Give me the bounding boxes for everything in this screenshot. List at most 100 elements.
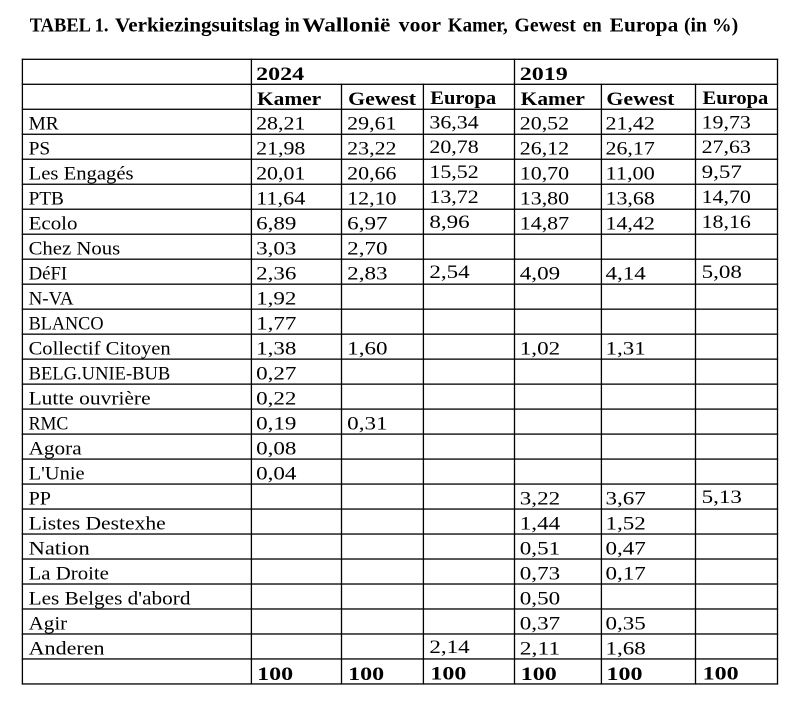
svg-text:Verkiezingsuitslag: Verkiezingsuitslag — [115, 16, 280, 37]
svg-text:18,16: 18,16 — [702, 212, 752, 233]
svg-text:2019: 2019 — [520, 64, 568, 85]
svg-text:100: 100 — [703, 663, 739, 684]
svg-text:6,97: 6,97 — [347, 214, 388, 235]
svg-text:BELG.UNIE-BUB: BELG.UNIE-BUB — [29, 364, 171, 385]
svg-text:1,38: 1,38 — [256, 339, 296, 360]
svg-text:0,35: 0,35 — [606, 613, 646, 634]
svg-text:Les Engagés: Les Engagés — [29, 164, 134, 185]
svg-text:9,57: 9,57 — [702, 162, 743, 183]
svg-text:Europa: Europa — [430, 88, 496, 109]
svg-text:Kamer: Kamer — [521, 89, 586, 110]
svg-text:20,78: 20,78 — [429, 137, 478, 158]
svg-text:1,52: 1,52 — [606, 513, 646, 534]
svg-text:0,31: 0,31 — [347, 413, 387, 434]
svg-text:PS: PS — [29, 139, 51, 160]
svg-text:0,17: 0,17 — [606, 563, 647, 584]
svg-text:13,72: 13,72 — [429, 187, 478, 208]
svg-text:29,61: 29,61 — [347, 114, 396, 135]
svg-text:Les Belges d'abord: Les Belges d'abord — [29, 588, 191, 609]
svg-text:Chez Nous: Chez Nous — [29, 239, 121, 260]
svg-text:8,96: 8,96 — [429, 212, 470, 233]
svg-text:0,22: 0,22 — [256, 389, 296, 410]
svg-text:0,73: 0,73 — [520, 563, 560, 584]
svg-text:2,70: 2,70 — [347, 239, 387, 260]
svg-text:Europa: Europa — [703, 88, 769, 109]
svg-text:0,04: 0,04 — [256, 463, 297, 484]
svg-text:1,60: 1,60 — [347, 339, 387, 360]
svg-text:2,83: 2,83 — [347, 264, 387, 285]
svg-text:2,54: 2,54 — [429, 262, 470, 283]
svg-text:13,68: 13,68 — [606, 189, 655, 210]
svg-text:voor: voor — [399, 16, 442, 37]
svg-text:3,67: 3,67 — [606, 488, 647, 509]
svg-text:0,37: 0,37 — [520, 613, 561, 634]
svg-text:Wallonië: Wallonië — [302, 16, 391, 37]
svg-text:10,70: 10,70 — [520, 164, 569, 185]
svg-text:DéFI: DéFI — [29, 264, 68, 285]
svg-text:4,09: 4,09 — [520, 264, 560, 285]
svg-text:0,47: 0,47 — [606, 538, 647, 559]
svg-text:21,42: 21,42 — [606, 114, 655, 135]
svg-text:1,02: 1,02 — [520, 339, 560, 360]
svg-text:Collectif Citoyen: Collectif Citoyen — [29, 339, 171, 360]
svg-text:100: 100 — [257, 664, 293, 685]
svg-text:Kamer,: Kamer, — [448, 16, 508, 37]
svg-text:BLANCO: BLANCO — [29, 314, 104, 335]
svg-text:Kamer: Kamer — [257, 89, 322, 110]
svg-text:23,22: 23,22 — [347, 139, 396, 160]
svg-text:0,27: 0,27 — [256, 364, 297, 385]
svg-text:(in %): (in %) — [684, 16, 738, 37]
svg-text:100: 100 — [607, 664, 643, 685]
svg-text:Europa: Europa — [610, 16, 679, 37]
svg-text:Listes Destexhe: Listes Destexhe — [29, 513, 166, 534]
svg-text:20,66: 20,66 — [347, 164, 397, 185]
svg-text:100: 100 — [348, 664, 384, 685]
svg-text:5,13: 5,13 — [702, 487, 742, 508]
svg-text:0,08: 0,08 — [256, 438, 296, 459]
svg-text:2,36: 2,36 — [256, 264, 297, 285]
svg-text:1,31: 1,31 — [606, 339, 646, 360]
svg-text:Gewest: Gewest — [348, 89, 417, 110]
svg-text:La Droite: La Droite — [29, 563, 109, 584]
svg-text:12,10: 12,10 — [347, 189, 396, 210]
svg-text:11,64: 11,64 — [256, 189, 306, 210]
svg-text:6,89: 6,89 — [256, 214, 296, 235]
svg-text:36,34: 36,34 — [429, 112, 479, 133]
svg-text:TABEL 1.: TABEL 1. — [30, 16, 109, 37]
svg-text:RMC: RMC — [29, 413, 69, 434]
svg-text:26,17: 26,17 — [606, 139, 656, 160]
svg-text:4,14: 4,14 — [606, 264, 647, 285]
svg-text:21,98: 21,98 — [256, 139, 305, 160]
svg-text:MR: MR — [29, 114, 59, 135]
svg-text:1,44: 1,44 — [520, 513, 561, 534]
svg-text:Anderen: Anderen — [29, 638, 105, 659]
svg-text:L'Unie: L'Unie — [29, 463, 85, 484]
svg-text:Ecolo: Ecolo — [29, 214, 78, 235]
svg-text:0,51: 0,51 — [520, 538, 560, 559]
svg-text:0,50: 0,50 — [520, 588, 560, 609]
svg-text:20,52: 20,52 — [520, 114, 569, 135]
svg-text:2024: 2024 — [256, 64, 304, 85]
svg-text:13,80: 13,80 — [520, 189, 569, 210]
svg-text:20,01: 20,01 — [256, 164, 305, 185]
svg-text:1,68: 1,68 — [606, 638, 646, 659]
svg-text:0,19: 0,19 — [256, 413, 296, 434]
svg-text:100: 100 — [521, 664, 557, 685]
svg-text:28,21: 28,21 — [256, 114, 305, 135]
svg-text:14,42: 14,42 — [606, 214, 655, 235]
svg-text:15,52: 15,52 — [429, 162, 478, 183]
svg-text:Nation: Nation — [29, 538, 91, 559]
svg-text:2,14: 2,14 — [429, 637, 470, 658]
svg-text:14,70: 14,70 — [702, 187, 751, 208]
svg-text:1,92: 1,92 — [256, 289, 296, 310]
svg-text:3,22: 3,22 — [520, 488, 560, 509]
svg-text:100: 100 — [430, 663, 466, 684]
svg-text:3,03: 3,03 — [256, 239, 296, 260]
svg-text:Gewest: Gewest — [515, 16, 577, 37]
svg-text:19,73: 19,73 — [702, 112, 751, 133]
svg-text:5,08: 5,08 — [702, 262, 742, 283]
svg-text:2,11: 2,11 — [520, 638, 560, 659]
svg-text:N-VA: N-VA — [29, 289, 74, 310]
svg-text:27,63: 27,63 — [702, 137, 751, 158]
svg-text:14,87: 14,87 — [520, 214, 570, 235]
